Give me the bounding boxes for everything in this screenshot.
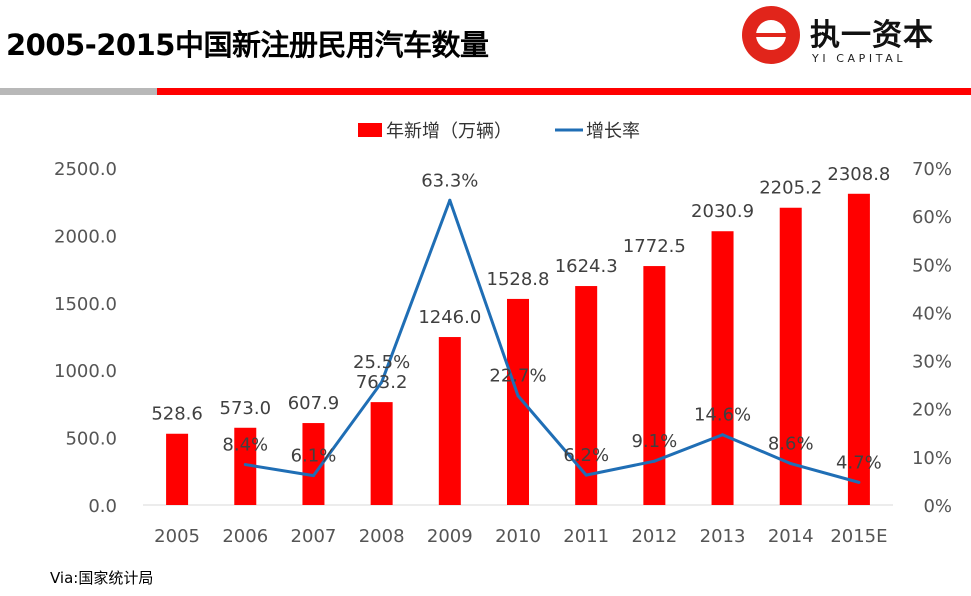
bar-data-label: 573.0 — [220, 398, 272, 419]
x-axis-tick-label: 2012 — [631, 526, 677, 547]
line-point — [448, 198, 452, 202]
line-data-label: 6.2% — [563, 445, 609, 466]
bar — [779, 207, 802, 505]
logo-name: 执一资本 — [810, 18, 934, 53]
line-data-labels: 8.4% 6.1% 25.5% 63.3% 22.7% 6.2% 9.1% 14.6% 8.6%… — [222, 170, 881, 473]
line-data-label: 4.7% — [836, 452, 882, 473]
left-axis-tick-label: 1000.0 — [54, 361, 117, 382]
line-point — [516, 394, 520, 398]
line-data-label: 6.1% — [291, 446, 337, 467]
chart-legend: 年新增（万辆） 增长率 — [358, 121, 640, 142]
left-axis-tick-label: 0.0 — [88, 496, 117, 517]
bar — [234, 427, 257, 505]
right-axis-tick-label: 10% — [912, 448, 952, 469]
x-axis-tick-label: 2008 — [359, 526, 405, 547]
x-axis-tick-label: 2011 — [563, 526, 609, 547]
line-point — [311, 474, 315, 478]
bar — [507, 298, 529, 505]
legend-label-bar: 年新增（万辆） — [386, 121, 512, 142]
x-axis-tick-label: 2014 — [768, 526, 814, 547]
bar — [711, 231, 734, 505]
right-axis-tick-label: 20% — [912, 400, 952, 421]
bar — [166, 433, 189, 505]
right-axis: 0% 10% 20% 30% 40% 50% 60% 70% — [912, 159, 952, 517]
line-point — [584, 473, 588, 477]
x-axis-tick-label: 2010 — [495, 526, 541, 547]
left-axis-tick-label: 2000.0 — [54, 226, 117, 247]
bar — [575, 286, 598, 505]
bar-data-label: 1528.8 — [487, 269, 550, 290]
logo-icon — [742, 6, 800, 64]
bar-data-label: 1624.3 — [555, 256, 618, 277]
header-divider-gray — [0, 88, 157, 95]
bar — [643, 266, 666, 505]
bar — [438, 337, 461, 505]
line-data-label: 63.3% — [421, 170, 478, 191]
bar-data-label: 763.2 — [356, 372, 408, 393]
bar — [370, 402, 393, 505]
bar-data-labels: 528.6 573.0 607.9 763.2 1246.0 1528.81624.317… — [151, 164, 890, 425]
bar-data-label: 2205.2 — [759, 178, 822, 199]
bar — [302, 423, 325, 505]
page-title: 2005-2015中国新注册民用汽车数量 — [6, 28, 489, 62]
line-point — [243, 463, 247, 467]
line-data-label: 22.7% — [489, 366, 546, 387]
bar-data-label: 2030.9 — [691, 201, 754, 222]
bar-series — [166, 193, 870, 506]
line-data-label: 14.6% — [694, 405, 751, 426]
line-data-label: 8.6% — [768, 434, 814, 455]
x-axis-tick-label: 2007 — [291, 526, 337, 547]
bar-data-label: 607.9 — [288, 393, 340, 414]
bar-data-label: 1772.5 — [623, 236, 686, 257]
x-axis-tick-label: 2006 — [222, 526, 268, 547]
right-axis-tick-label: 30% — [912, 352, 952, 373]
left-axis-tick-label: 2500.0 — [54, 159, 117, 180]
line-point — [789, 462, 793, 466]
right-axis-tick-label: 60% — [912, 207, 952, 228]
x-axis-tick-label: 2013 — [700, 526, 746, 547]
x-axis-tick-label: 2009 — [427, 526, 473, 547]
x-axis-tick-label: 2015E — [830, 526, 887, 547]
right-axis-tick-label: 50% — [912, 255, 952, 276]
left-axis-tick-label: 500.0 — [65, 429, 117, 450]
line-series — [243, 198, 861, 484]
line-data-label: 8.4% — [222, 435, 268, 456]
bar-data-label: 528.6 — [151, 404, 203, 425]
source-note: Via:国家统计局 — [50, 569, 154, 587]
company-logo: 执一资本 YI CAPITAL — [742, 6, 971, 68]
line-point — [380, 380, 384, 384]
legend-swatch-bar — [358, 123, 382, 137]
header-divider-red — [157, 88, 971, 95]
bar-data-label: 1246.0 — [418, 307, 481, 328]
right-axis-tick-label: 0% — [923, 496, 952, 517]
line-data-label: 25.5% — [353, 352, 410, 373]
line-point — [721, 433, 725, 437]
logo-subtitle: YI CAPITAL — [812, 52, 907, 65]
growth-rate-line — [245, 198, 860, 484]
line-point — [652, 459, 656, 463]
left-axis-tick-label: 1500.0 — [54, 294, 117, 315]
bar-data-label: 2308.8 — [827, 164, 890, 185]
bar — [847, 193, 870, 506]
x-axis: 2005 2006 2007 2008 2009 2010 2011 2012 2013 2014… — [143, 504, 893, 547]
line-data-label: 9.1% — [631, 431, 677, 452]
x-axis-tick-label: 2005 — [154, 526, 200, 547]
legend-label-line: 增长率 — [586, 121, 640, 142]
right-axis-tick-label: 40% — [912, 303, 952, 324]
line-point — [857, 480, 861, 484]
left-axis: 0.0 500.0 1000.0 1500.0 2000.0 2500.0 — [54, 159, 117, 517]
right-axis-tick-label: 70% — [912, 159, 952, 180]
